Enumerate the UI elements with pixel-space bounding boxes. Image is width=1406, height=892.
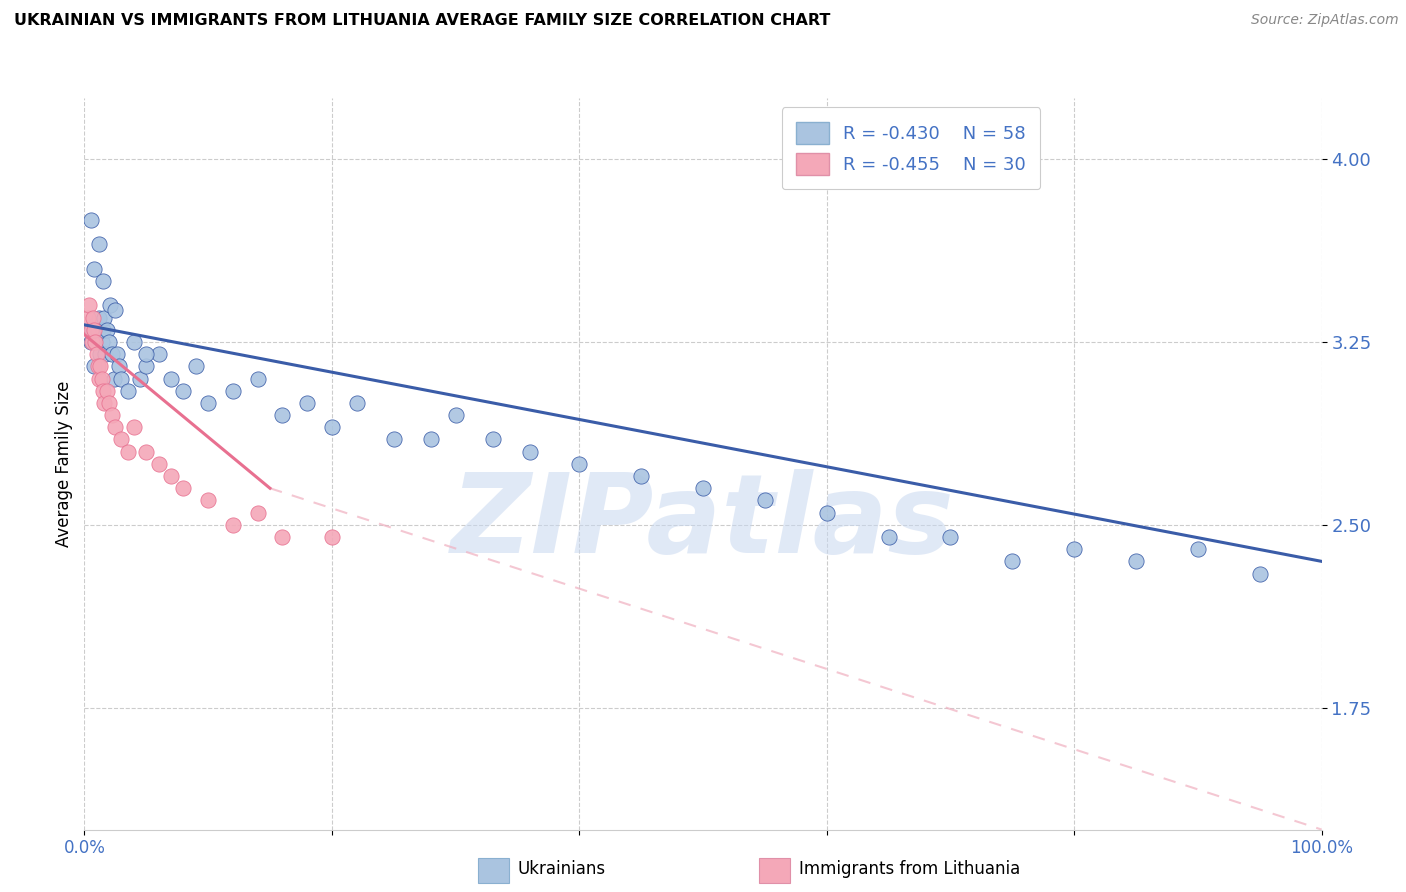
Point (1187, 542, 1209, 557)
Point (83, 359, 105, 374)
Point (104, 420, 127, 434)
Point (692, 481, 714, 495)
Point (295, 396, 318, 410)
Point (346, 396, 368, 410)
Text: ZIPatlas: ZIPatlas (451, 469, 955, 576)
Point (89, 237, 111, 252)
Point (90, 371, 112, 385)
Point (117, 444, 139, 458)
Point (79, 213, 101, 227)
Point (754, 493, 776, 508)
Point (630, 469, 652, 483)
Point (110, 433, 132, 447)
Point (160, 469, 183, 483)
Point (197, 493, 219, 508)
Point (89, 347, 111, 361)
Point (103, 371, 125, 385)
Point (89, 359, 111, 374)
Point (94, 347, 117, 361)
Point (197, 396, 219, 410)
Point (80, 323, 103, 337)
Point (91, 323, 114, 337)
Text: Source: ZipAtlas.com: Source: ZipAtlas.com (1251, 13, 1399, 28)
Point (100, 347, 122, 361)
Point (877, 530, 900, 544)
Point (148, 347, 170, 361)
Text: Ukrainians: Ukrainians (517, 860, 606, 878)
Point (93, 310, 115, 325)
Point (84, 334, 107, 349)
Point (160, 371, 183, 385)
Point (1001, 554, 1024, 568)
Point (98, 396, 121, 410)
Point (105, 347, 128, 361)
Point (382, 433, 405, 447)
Point (86, 327, 108, 342)
Point (172, 384, 194, 398)
Point (110, 371, 132, 385)
Point (79, 323, 101, 337)
Point (117, 384, 139, 398)
Point (135, 359, 157, 374)
Point (419, 433, 441, 447)
Point (79, 298, 101, 312)
Point (271, 408, 294, 422)
Point (1249, 566, 1271, 581)
Point (321, 530, 343, 544)
Point (135, 444, 157, 458)
Point (91, 384, 114, 398)
Y-axis label: Average Family Size: Average Family Size (55, 381, 73, 547)
Point (568, 457, 591, 471)
Point (519, 444, 541, 458)
Point (122, 420, 145, 434)
Point (100, 408, 122, 422)
Point (79, 334, 101, 349)
Point (83, 261, 105, 276)
Point (89, 371, 111, 385)
Point (83, 323, 105, 337)
Point (1125, 554, 1147, 568)
Legend: R = -0.430    N = 58, R = -0.455    N = 30: R = -0.430 N = 58, R = -0.455 N = 30 (782, 107, 1040, 189)
Text: Immigrants from Lithuania: Immigrants from Lithuania (799, 860, 1019, 878)
Point (444, 408, 467, 422)
Point (90, 334, 112, 349)
Point (1063, 542, 1085, 557)
Point (222, 384, 245, 398)
Point (172, 481, 194, 495)
Text: UKRAINIAN VS IMMIGRANTS FROM LITHUANIA AVERAGE FAMILY SIZE CORRELATION CHART: UKRAINIAN VS IMMIGRANTS FROM LITHUANIA A… (14, 13, 831, 29)
Point (184, 359, 207, 374)
Point (98, 334, 121, 349)
Point (104, 303, 127, 318)
Point (246, 371, 269, 385)
Point (89, 310, 111, 325)
Point (135, 347, 157, 361)
Point (271, 530, 294, 544)
Point (80, 334, 103, 349)
Point (93, 396, 115, 410)
Point (122, 334, 145, 349)
Point (87, 359, 110, 374)
Point (222, 517, 245, 532)
Point (91, 274, 114, 288)
Point (129, 371, 152, 385)
Point (86, 347, 108, 361)
Point (82, 310, 104, 325)
Point (108, 359, 131, 374)
Point (148, 457, 170, 471)
Point (84, 318, 107, 332)
Point (77, 310, 100, 325)
Point (246, 506, 269, 520)
Point (815, 506, 838, 520)
Point (96, 323, 118, 337)
Point (96, 384, 118, 398)
Point (481, 433, 503, 447)
Point (87, 323, 110, 337)
Point (98, 298, 121, 312)
Point (939, 530, 962, 544)
Point (321, 420, 343, 434)
